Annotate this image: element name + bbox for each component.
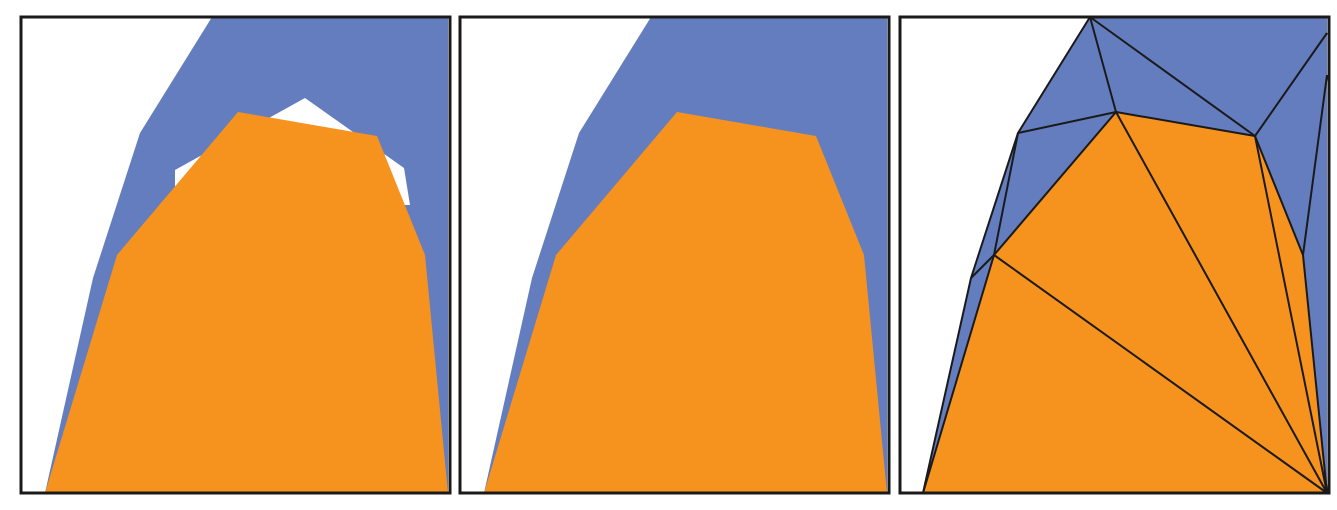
orange-region: [923, 112, 1327, 493]
panel-triangulation-frame: [898, 15, 1331, 495]
mesh-edge: [970, 254, 995, 279]
panel-overlap: [19, 15, 452, 495]
mesh-edge: [1254, 32, 1328, 137]
mesh-edge: [922, 16, 1091, 494]
mesh-edge: [1089, 16, 1117, 113]
mesh-edges: [922, 16, 1328, 494]
mesh-edge: [1302, 74, 1328, 256]
panel-union: [458, 15, 891, 495]
mesh-edge: [1089, 16, 1256, 137]
orange-region: [484, 112, 887, 493]
mesh-edge: [922, 111, 1328, 494]
mesh-edge: [993, 132, 1019, 256]
mesh-edge: [1254, 135, 1328, 494]
mesh-edge: [1115, 111, 1328, 494]
panel-triangulation: [898, 15, 1331, 495]
orange-region: [45, 112, 448, 493]
panel-overlap-frame: [19, 15, 452, 495]
mesh-edge: [993, 254, 1328, 494]
mesh-edge: [1017, 111, 1117, 134]
panel-union-frame: [458, 15, 891, 495]
